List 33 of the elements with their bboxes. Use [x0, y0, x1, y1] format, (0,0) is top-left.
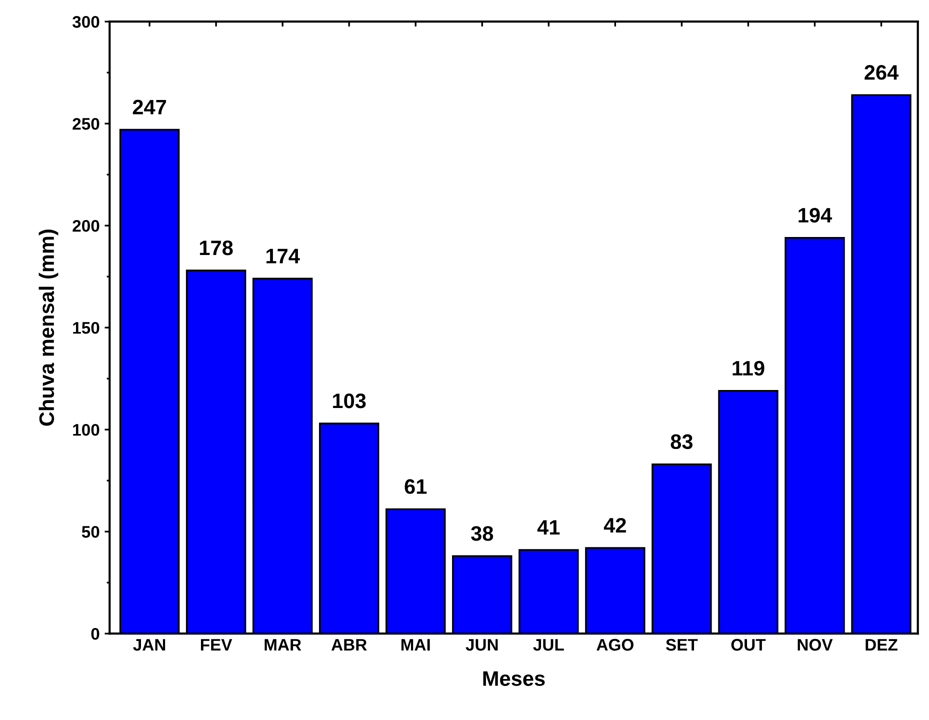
x-tick-label: DEZ — [866, 639, 898, 651]
y-tick-label: 50 — [82, 526, 100, 538]
y-tick-label: 200 — [72, 220, 100, 232]
y-tick-label: 300 — [72, 16, 100, 28]
data-label: 61 — [404, 479, 427, 494]
y-axis-title: Chuva mensal (mm) — [38, 230, 58, 426]
x-tick-label: JAN — [133, 639, 166, 651]
x-tick-label: FEV — [200, 639, 232, 651]
x-tick-label: AGO — [596, 638, 634, 651]
y-tick-label: 100 — [73, 424, 100, 436]
data-label: 194 — [798, 208, 832, 223]
data-label: 83 — [670, 434, 693, 450]
y-tick-label: 0 — [91, 628, 100, 640]
x-tick-label: MAI — [401, 639, 430, 651]
data-label: 103 — [333, 394, 366, 408]
data-label: 178 — [200, 240, 233, 256]
data-label: 41 — [537, 520, 560, 535]
data-label: 119 — [732, 360, 764, 376]
x-axis-title: Meses — [483, 671, 545, 686]
x-tick-label: JUN — [466, 639, 498, 651]
data-label: 38 — [471, 526, 494, 541]
y-tick-label: 150 — [73, 322, 100, 334]
x-tick-label: ABR — [331, 639, 367, 651]
x-tick-label: OUT — [731, 638, 766, 651]
x-tick-label: SET — [666, 638, 698, 651]
y-tick-label: 250 — [72, 118, 100, 130]
x-tick-label: MAR — [264, 639, 302, 651]
data-label: 42 — [604, 518, 626, 532]
x-tick-label: JUL — [533, 639, 564, 651]
data-label: 174 — [266, 248, 300, 264]
data-label: 247 — [132, 100, 166, 114]
data-label: 264 — [864, 65, 899, 80]
x-tick-label: NOV — [798, 638, 833, 651]
